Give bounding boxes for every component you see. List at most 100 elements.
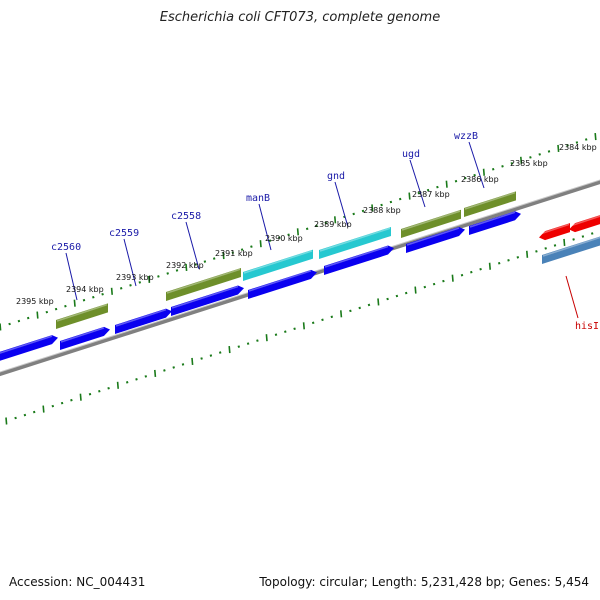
outer-tick — [296, 228, 299, 236]
outer-tick — [138, 281, 142, 284]
inner-tick — [395, 294, 399, 298]
outer-tick — [119, 287, 123, 290]
gene-label-c2560: c2560 — [51, 242, 81, 253]
outer-tick — [64, 304, 67, 308]
gene-label-ugd: ugd — [402, 149, 420, 160]
outer-tick — [166, 272, 169, 275]
accession-text: Accession: NC_004431 — [9, 575, 146, 589]
callout-line — [565, 275, 579, 319]
outer-tick — [148, 275, 151, 283]
outer-tick — [8, 322, 11, 326]
inner-tick — [535, 250, 538, 253]
outer-tick — [529, 156, 532, 159]
outer-tick — [73, 299, 76, 307]
inner-tick — [367, 303, 371, 307]
olive-gene-3-highlight — [464, 191, 516, 210]
scale-label: 2391 kbp — [215, 249, 253, 258]
outer-tick — [566, 144, 569, 147]
outer-tick — [473, 173, 476, 177]
scale-label: 2393 kbp — [116, 273, 154, 282]
outer-tick — [129, 284, 132, 287]
scale-label: 2392 kbp — [166, 261, 204, 270]
outer-tick — [352, 212, 355, 216]
outer-tick — [426, 188, 430, 192]
outer-tick — [417, 191, 421, 195]
olive-gene-0 — [56, 303, 108, 329]
outer-tick — [408, 192, 411, 200]
inner-tick — [172, 366, 175, 369]
outer-tick — [278, 236, 281, 240]
red-gene-1-body — [569, 215, 600, 233]
inner-tick — [256, 339, 259, 342]
inner-tick — [321, 318, 324, 322]
inner-tick — [191, 357, 194, 366]
outer-tick — [334, 216, 337, 224]
outer-tick — [222, 252, 225, 260]
inner-tick — [423, 285, 427, 289]
inner-tick — [181, 363, 185, 366]
scale-label: 2390 kbp — [265, 234, 303, 243]
blue-gene-0-body — [0, 335, 58, 361]
gene-label-hisi: hisI — [575, 321, 599, 332]
inner-tick — [274, 333, 278, 336]
outer-tick — [26, 316, 30, 320]
gene-features — [0, 191, 600, 361]
inner-tick — [563, 238, 566, 247]
scale-label: 2395 kbp — [16, 297, 54, 306]
inner-tick — [377, 298, 380, 306]
page-title: Escherichia coli CFT073, complete genome — [159, 10, 441, 25]
outer-tick — [454, 179, 458, 183]
blue-gene-7-highlight — [469, 211, 516, 228]
outer-tick — [250, 245, 253, 248]
scale-label: 2387 kbp — [412, 190, 450, 199]
blue-gene-5-highlight — [324, 245, 389, 268]
inner-tick — [218, 351, 222, 354]
inner-tick — [349, 309, 352, 313]
outer-tick — [17, 319, 21, 323]
inner-tick — [237, 345, 241, 348]
callout-line — [258, 203, 272, 251]
inner-tick — [88, 392, 92, 396]
olive-gene-1-body — [166, 268, 241, 301]
steel-gene-0 — [542, 236, 600, 264]
blue-gene-1-body — [60, 326, 110, 350]
outer-tick — [510, 162, 514, 165]
inner-tick — [414, 286, 417, 294]
outer-tick — [315, 224, 318, 228]
outer-tick — [305, 227, 309, 231]
inner-tick — [442, 279, 445, 283]
inner-tick — [581, 235, 585, 238]
outer-tick — [0, 323, 2, 331]
red-gene-1 — [569, 215, 600, 233]
inner-tick — [544, 247, 547, 250]
inner-tick — [386, 297, 389, 301]
blue-gene-5-body — [324, 245, 394, 275]
scale-label: 2384 kbp — [559, 143, 597, 152]
outer-tick — [491, 167, 495, 171]
inner-tick — [144, 375, 148, 378]
inner-tick — [284, 330, 287, 334]
inner-tick — [98, 389, 101, 393]
callout-line — [334, 181, 349, 228]
inner-tick — [516, 256, 520, 259]
outer-tick — [185, 263, 188, 272]
steel-gene-0-body — [542, 236, 600, 264]
inner-tick — [5, 417, 8, 425]
blue-gene-0 — [0, 335, 58, 361]
callout-line — [409, 159, 426, 208]
inner-tick — [404, 291, 408, 295]
outer-tick — [343, 215, 346, 219]
blue-gene-4 — [248, 269, 317, 299]
outer-tick — [594, 132, 597, 141]
inner-tick — [590, 232, 594, 235]
inner-tick — [42, 405, 45, 413]
inner-tick — [432, 282, 436, 286]
scale-labels: 2384 kbp 2385 kbp 2386 kbp 2387 kbp 2388 kbp… — [16, 143, 597, 306]
outer-tick — [54, 307, 58, 311]
outer-tick — [324, 221, 328, 225]
olive-gene-3 — [464, 191, 516, 217]
callout-line — [185, 221, 200, 270]
inner-tick — [358, 306, 361, 310]
inner-tick — [553, 244, 557, 247]
